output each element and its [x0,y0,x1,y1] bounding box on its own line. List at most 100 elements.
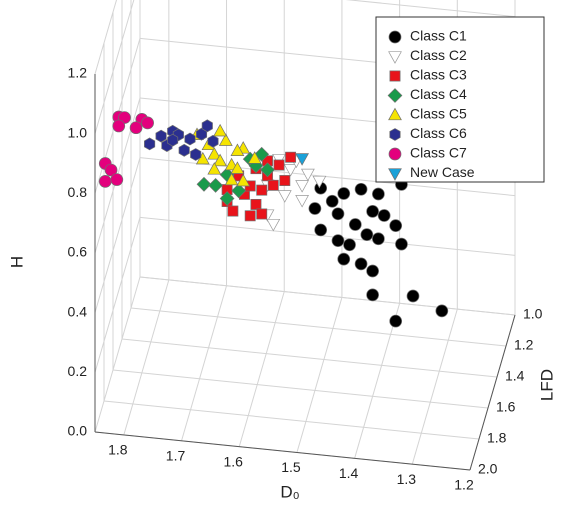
y-tick-label: 1.6 [496,399,516,415]
data-point [256,184,268,196]
y-axis-label: LFD [537,369,556,401]
y-tick-label: 1.8 [487,430,507,446]
x-tick-label: 1.8 [108,442,128,458]
data-point [308,202,322,215]
data-point [129,121,143,135]
z-axis-label: H [7,256,26,268]
grid-line [296,297,343,453]
grid-line [123,279,170,436]
data-point [208,178,223,193]
data-point [337,252,351,266]
grid-line [94,0,135,134]
legend: Class C1 Class C2 Class C3 Class C4 Class C5… [375,16,545,183]
data-point [167,133,179,147]
data-point [224,172,239,186]
data-point [178,143,190,157]
data-point [325,194,339,208]
y-tick-label: 1.2 [514,337,534,353]
data-point [273,159,285,171]
legend-marker [389,70,401,82]
data-point [256,208,268,220]
grid-line [103,400,480,440]
data-point [372,187,385,201]
data-point [354,257,368,271]
grid-line [345,0,516,18]
data-point [260,162,275,178]
data-point [360,228,374,241]
legend-label: Class C1 [410,28,467,44]
legend-label: Class C3 [410,67,467,83]
legend-marker [389,128,401,141]
legend-marker [388,30,402,44]
data-point [377,209,391,222]
data-point [354,182,368,196]
axis-edge [469,314,516,471]
grid-line [238,291,285,447]
z-tick-label: 1.0 [68,124,88,140]
x-tick-label: 1.5 [281,459,301,475]
data-point [366,288,379,302]
data-point [348,218,362,231]
data-point [295,180,309,193]
legend-label: Class C4 [410,86,467,102]
data-point [372,232,385,246]
data-point [337,187,351,200]
grid-line [354,303,401,459]
x-axis-label: D₀ [280,482,299,501]
data-point [207,147,222,160]
data-point [343,238,356,252]
z-tick-label: 0.6 [68,244,88,260]
data-point [104,163,118,177]
x-tick-label: 1.4 [339,465,359,481]
z-tick-label: 1.2 [68,65,88,81]
legend-label: New Case [410,164,475,180]
data-point [395,237,408,251]
data-point [301,168,315,182]
data-point [110,173,124,186]
grid-line [139,216,516,256]
grid-line [94,276,141,433]
legend-label: Class C2 [410,47,467,63]
data-point [112,119,126,133]
data-point [141,116,154,130]
data-point [254,146,270,162]
data-point [331,234,345,247]
data-point [230,161,245,174]
legend-marker [388,51,402,64]
data-point [184,132,196,146]
grid-line [94,0,118,75]
data-point [389,314,403,328]
data-point [295,153,309,166]
data-point [267,179,279,191]
y-tick-label: 1.4 [505,368,525,384]
data-point [435,304,449,318]
data-point [207,134,219,148]
data-point [231,183,247,199]
legend-marker [388,168,402,181]
data-point [312,175,327,189]
data-point [218,133,233,146]
y-tick-label: 1.0 [523,306,543,322]
data-point [219,191,235,206]
data-point [250,198,262,210]
grid-line [121,338,498,378]
data-point [266,218,281,232]
data-point [190,148,202,161]
z-tick-label: 0.8 [68,184,88,200]
data-point [244,210,256,222]
data-point [283,164,298,177]
data-point [155,129,167,143]
axis-edge [94,431,471,471]
data-point [144,137,156,151]
data-point [227,205,239,217]
legend-label: Class C6 [410,125,467,141]
data-point [366,264,379,278]
data-point [98,175,112,188]
x-tick-label: 1.3 [397,471,417,487]
x-tick-label: 1.7 [166,447,186,463]
grid-line [411,309,458,465]
y-tick-label: 2.0 [478,461,498,477]
legend-marker [388,107,402,121]
data-point [196,176,212,192]
